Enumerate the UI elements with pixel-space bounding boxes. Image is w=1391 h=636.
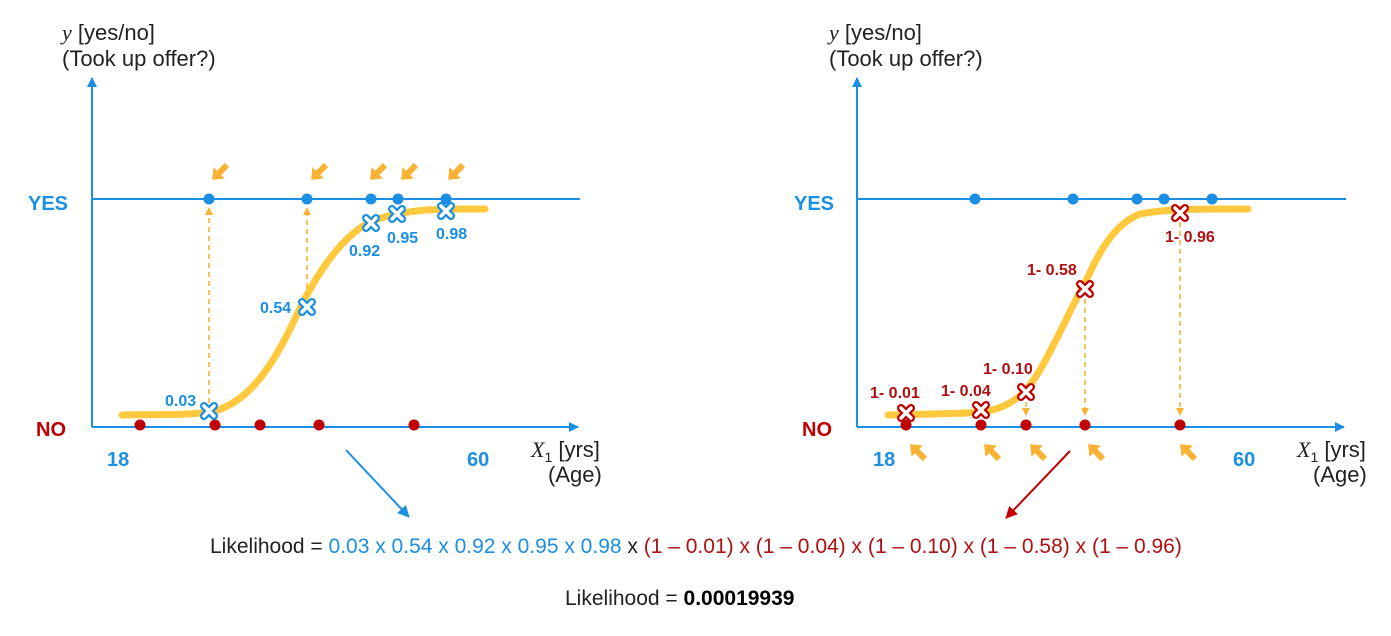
arrow-icon (311, 162, 329, 180)
cross-icon (298, 298, 316, 316)
left-no-point (313, 419, 325, 431)
red-connector-arrow (1005, 450, 1071, 519)
right-x-max-label: 60 (1233, 449, 1255, 471)
left-no-point (134, 419, 146, 431)
blue-connector-arrow (345, 449, 410, 518)
right-yes-point (1206, 193, 1218, 205)
left-y-axis-subtitle: (Took up offer?) (62, 46, 216, 71)
arrow-icon (212, 162, 230, 180)
left-yes-point (365, 193, 377, 205)
left-x-max-label: 60 (467, 449, 489, 471)
right-no-points (900, 419, 1186, 431)
right-y-axis-subtitle: (Took up offer?) (829, 46, 983, 71)
right-x-axis-title: X1 [yrs] (1296, 437, 1366, 465)
right-yes-points (969, 193, 1218, 205)
cross-icon (437, 202, 455, 220)
left-yes-label: YES (28, 193, 68, 215)
right-yes-label: YES (794, 193, 834, 215)
arrow-icon (910, 444, 928, 462)
left-x-axis-subtitle: (Age) (548, 462, 602, 487)
left-yes-point (392, 193, 404, 205)
right-no-point (1079, 419, 1091, 431)
prob-label: 0.03 (165, 393, 196, 410)
prob-label: 1- 0.01 (870, 385, 920, 402)
left-no-point (209, 419, 221, 431)
arrow-icon (401, 162, 419, 180)
right-y-axis-title: y [yes/no] (827, 20, 922, 45)
left-x-min-label: 18 (107, 449, 129, 471)
left-probability-labels: 0.03 0.54 0.92 0.95 0.98 (165, 226, 467, 410)
left-yes-point (203, 193, 215, 205)
right-no-point (1020, 419, 1032, 431)
right-no-point (1174, 419, 1186, 431)
right-yellow-arrows (910, 444, 1198, 462)
arrow-icon (1088, 444, 1106, 462)
arrow-icon (448, 162, 466, 180)
prob-label: 0.54 (260, 300, 291, 317)
prob-label: 0.95 (387, 230, 418, 247)
arrow-icon (370, 162, 388, 180)
cross-icon (362, 214, 380, 232)
left-yes-point (301, 193, 313, 205)
right-yes-point (1158, 193, 1170, 205)
prob-label: 1- 0.58 (1027, 262, 1077, 279)
left-no-point (254, 419, 266, 431)
left-x-markers (200, 202, 455, 420)
cross-icon (388, 205, 406, 223)
left-no-point (408, 419, 420, 431)
left-yellow-arrows (212, 162, 466, 180)
left-yes-points (203, 193, 452, 205)
left-panel: y [yes/no] (Took up offer?) YES NO 18 60… (28, 20, 602, 487)
cross-icon (1171, 204, 1189, 222)
right-panel: y [yes/no] (Took up offer?) YES NO 18 60… (794, 20, 1367, 487)
likelihood-product-equation: Likelihood = 0.03 x 0.54 x 0.92 x 0.95 x… (210, 535, 1182, 558)
left-no-label: NO (36, 419, 66, 441)
right-no-point (900, 419, 912, 431)
left-yes-point (440, 193, 452, 205)
cross-icon (897, 404, 915, 422)
prob-label: 1- 0.04 (941, 383, 991, 400)
left-no-points (134, 419, 420, 431)
cross-icon (200, 402, 218, 420)
prob-label: 0.98 (436, 226, 467, 243)
right-no-point (975, 419, 987, 431)
right-x-axis-subtitle: (Age) (1313, 462, 1367, 487)
right-yes-point (1131, 193, 1143, 205)
prob-label: 1- 0.96 (1165, 229, 1215, 246)
arrow-icon (984, 444, 1002, 462)
likelihood-result-equation: Likelihood = 0.00019939 (565, 587, 794, 610)
right-yes-point (1067, 193, 1079, 205)
left-y-axis-title: y [yes/no] (60, 20, 155, 45)
cross-icon (1017, 383, 1035, 401)
left-projection-lines (205, 207, 311, 403)
right-no-label: NO (802, 419, 832, 441)
cross-icon (972, 401, 990, 419)
right-x-min-label: 18 (873, 449, 895, 471)
cross-icon (1076, 280, 1094, 298)
right-probability-labels: 1- 0.01 1- 0.04 1- 0.10 1- 0.58 1- 0.96 (870, 229, 1215, 402)
prob-label: 0.92 (349, 243, 380, 260)
right-yes-point (969, 193, 981, 205)
right-projection-lines (1022, 222, 1184, 416)
right-x-markers (897, 204, 1189, 422)
left-x-axis-title: X1 [yrs] (530, 437, 600, 465)
arrow-icon (1030, 444, 1048, 462)
arrow-icon (1180, 444, 1198, 462)
prob-label: 1- 0.10 (983, 361, 1033, 378)
